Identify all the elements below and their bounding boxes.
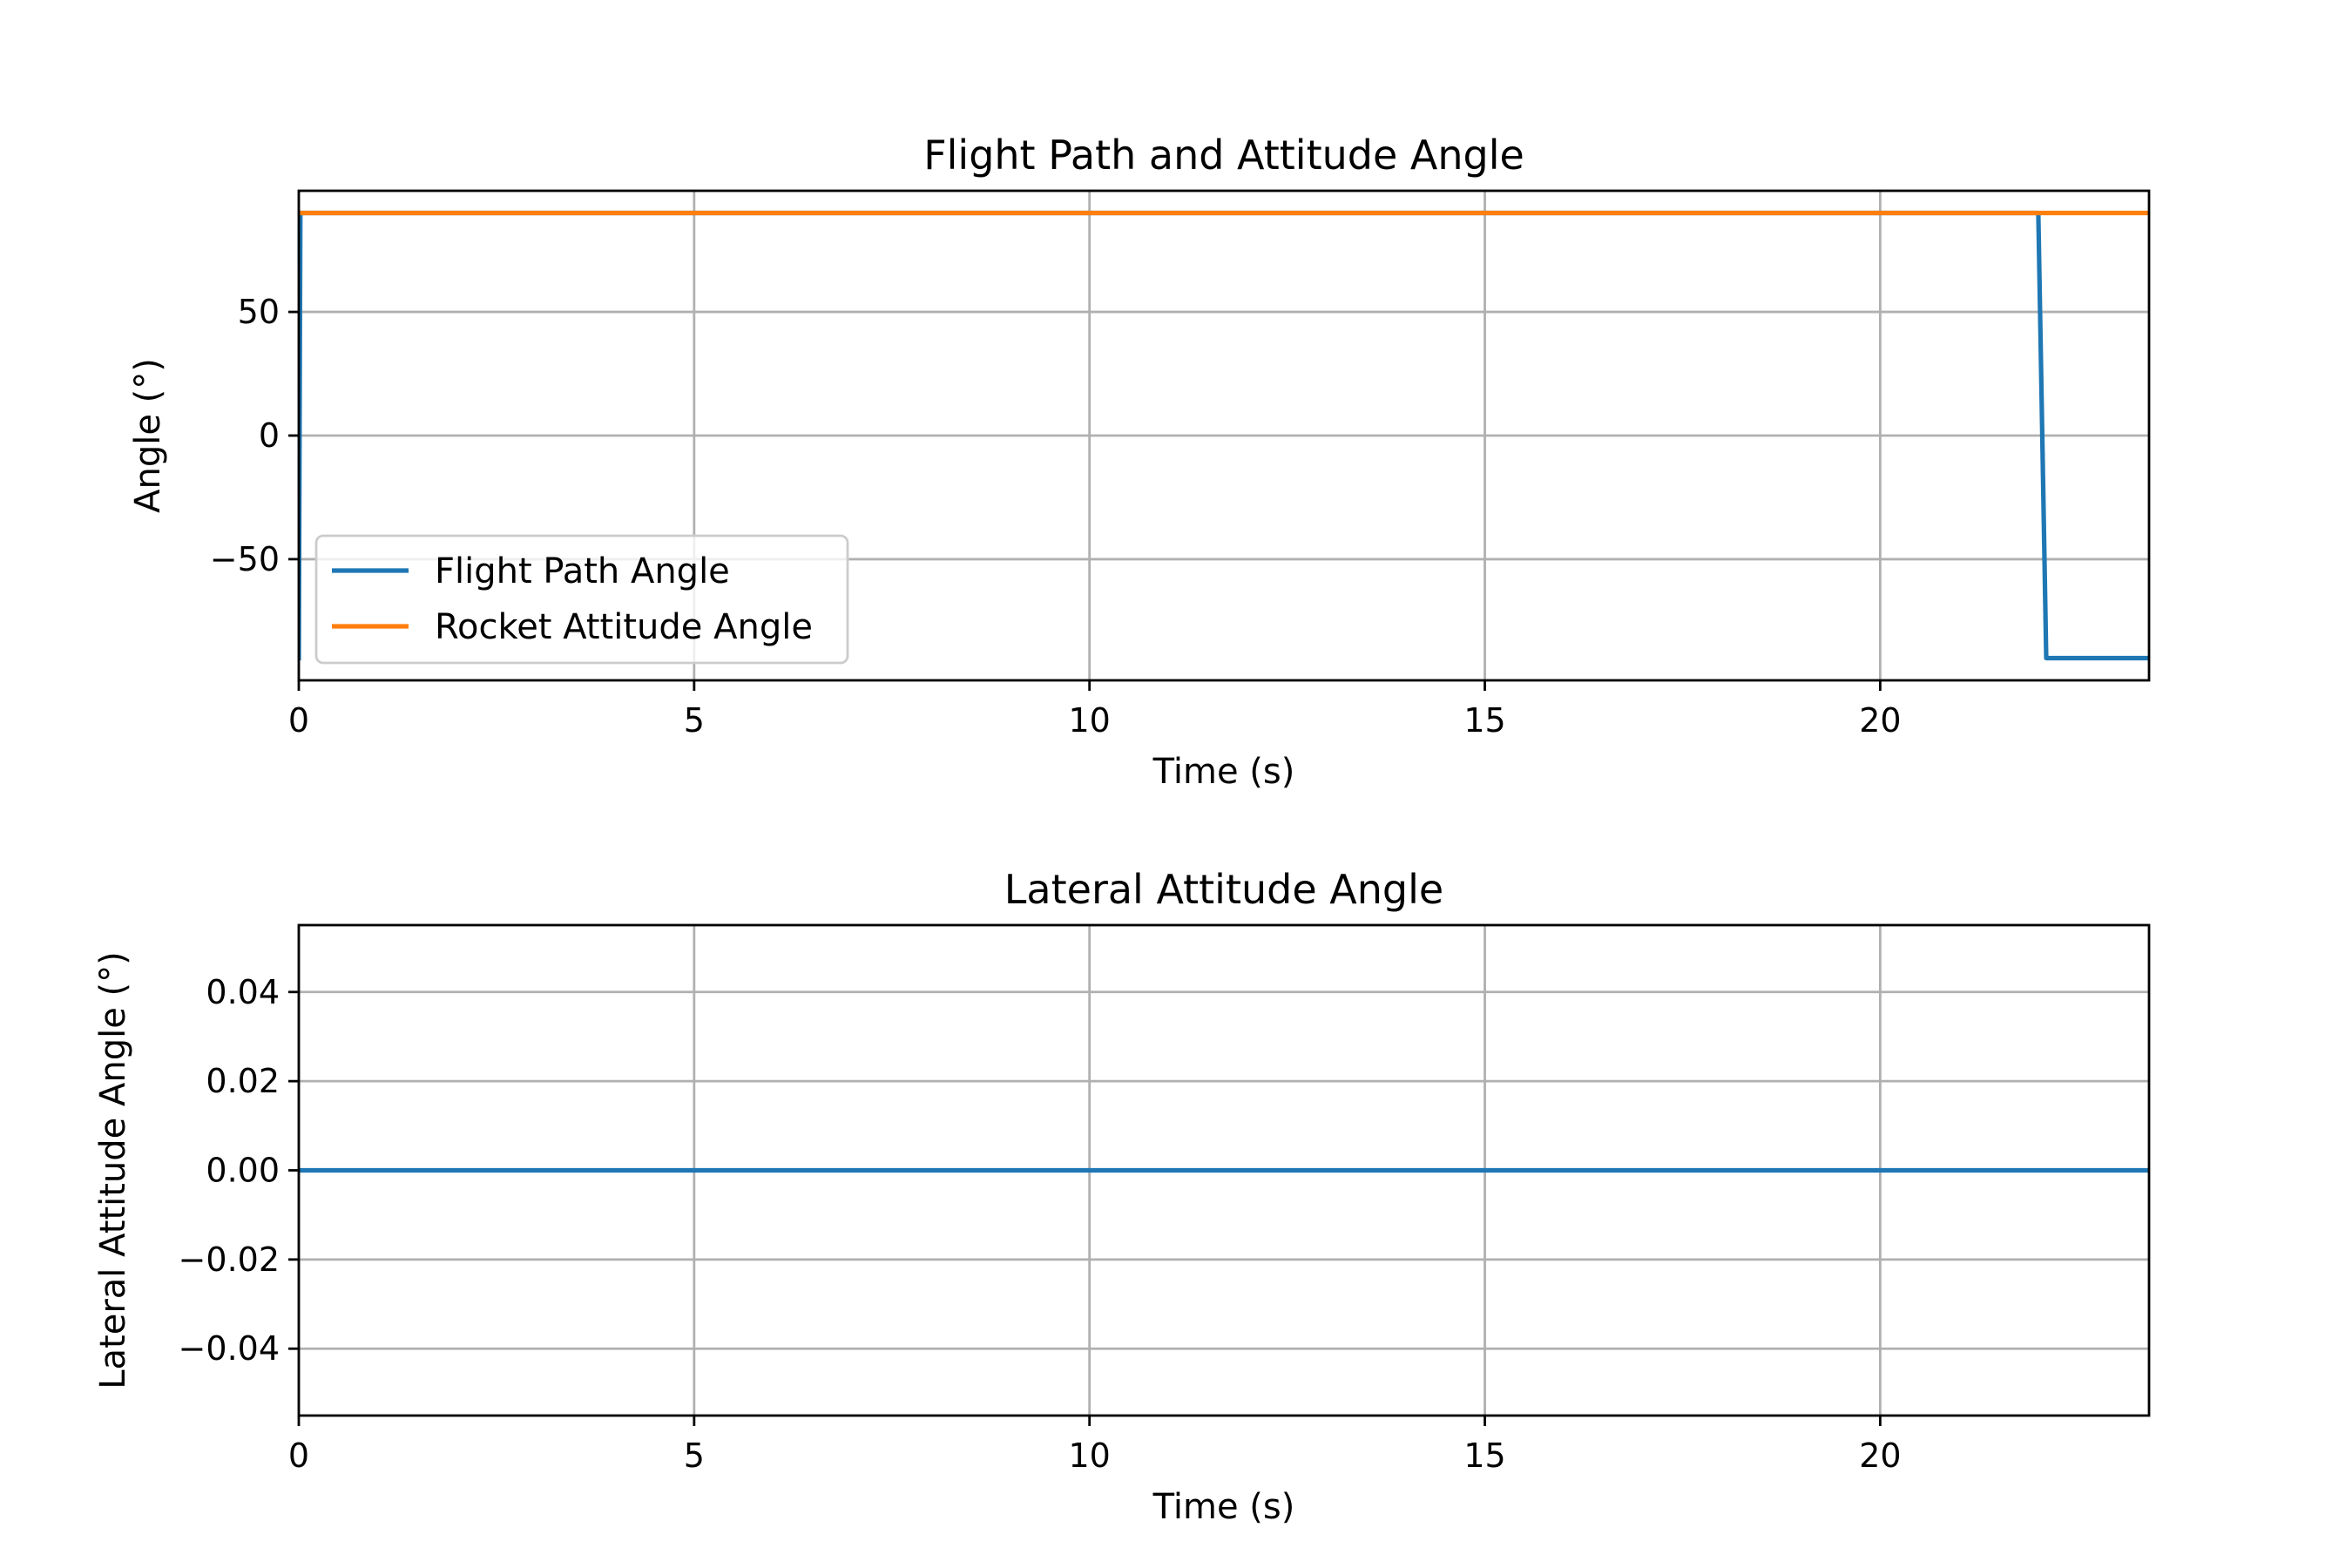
x-tick-label: 0 [288,1436,309,1475]
x-axis-label: Time (s) [1152,1487,1295,1527]
y-tick-label: −0.02 [179,1240,280,1279]
chart-panel-2: 0 5 10 15 20 0.04 0.02 0.00 −0.02 −0.04 Lateral At… [93,866,2151,1527]
legend-label: Rocket Attitude Angle [435,607,813,647]
y-axis-label: Angle (°) [128,358,168,513]
x-tick-label: 20 [1859,1436,1901,1475]
y-tick-label: −50 [210,540,280,578]
x-tick-label: 20 [1859,701,1901,740]
x-tick-label: 15 [1463,1436,1505,1475]
x-tick-label: 5 [684,1436,705,1475]
y-axis-label: Lateral Attitude Angle (°) [93,951,133,1389]
legend: Flight Path Angle Rocket Attitude Angle [314,534,849,665]
x-tick-label: 10 [1069,701,1111,740]
x-tick-label: 10 [1069,1436,1111,1475]
y-tick-label: 0.04 [206,973,280,1011]
x-tick-label: 5 [684,701,705,740]
y-tick-label: 0 [259,416,280,455]
x-axis-label: Time (s) [1152,752,1295,792]
legend-label: Flight Path Angle [435,551,730,591]
y-tick-label: −0.04 [179,1329,280,1368]
x-tick-label: 15 [1463,701,1505,740]
chart-panel-1: 0 5 10 15 20 50 0 −50 Flight Path and Attitude A… [128,132,2151,792]
chart-title: Lateral Attitude Angle [1004,866,1443,913]
y-tick-label: 0.02 [206,1062,280,1100]
y-tick-label: 50 [238,293,280,331]
x-tick-label: 0 [288,701,309,740]
chart-title: Flight Path and Attitude Angle [923,132,1524,179]
legend-box [314,534,849,665]
y-tick-label: 0.00 [206,1152,280,1190]
